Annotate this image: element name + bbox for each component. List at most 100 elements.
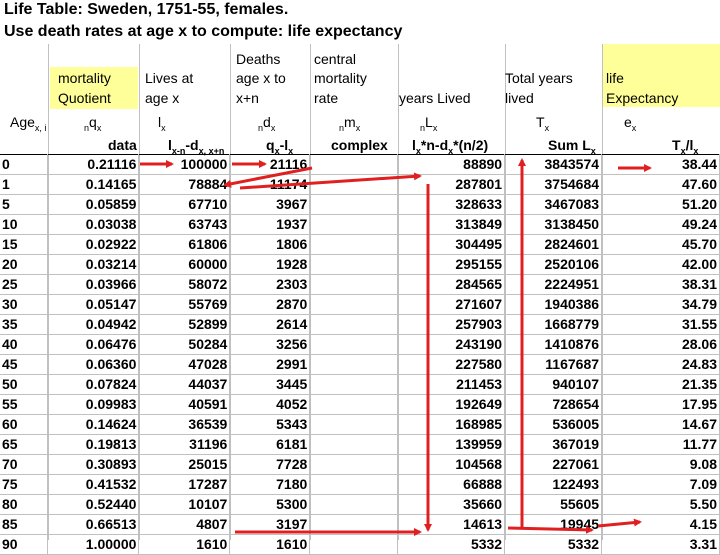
cell-d: 3445	[229, 374, 311, 395]
cell-q: 0.21116	[47, 154, 140, 175]
symbol-e: ex	[624, 114, 637, 133]
cell-l: 25015	[138, 454, 231, 475]
cell-d: 7728	[229, 454, 311, 475]
cell-age: 75	[0, 474, 49, 495]
page-subtitle: Use death rates at age x to compute: lif…	[4, 23, 403, 40]
cell-q: 0.66513	[47, 514, 140, 535]
cell-d: 5343	[229, 414, 311, 435]
cell-l: 55769	[138, 294, 231, 315]
cell-m	[309, 434, 399, 455]
cell-T: 2224951	[504, 274, 603, 295]
symbol-age: Agex, i	[10, 114, 47, 133]
cell-e: 49.24	[601, 214, 720, 235]
cell-L: 211453	[397, 374, 506, 395]
cell-T: 122493	[504, 474, 603, 495]
cell-m	[309, 194, 399, 215]
cell-m	[309, 534, 399, 555]
cell-l: 44037	[138, 374, 231, 395]
table-row: 80 0.52440 10107 5300 35660 55605 5.50	[0, 494, 720, 515]
table-row: 10 0.03038 63743 1937 313849 3138450 49.24	[0, 214, 720, 235]
table-row: 1 0.14165 78884 11174 287801 3754684 47.60	[0, 174, 720, 195]
cell-e: 38.31	[601, 274, 720, 295]
cell-d: 1928	[229, 254, 311, 275]
symbol-l: lx	[158, 114, 166, 133]
cell-m	[309, 514, 399, 535]
cell-d: 1806	[229, 234, 311, 255]
cell-e: 9.08	[601, 454, 720, 475]
cell-l: 10107	[138, 494, 231, 515]
cell-e: 4.15	[601, 514, 720, 535]
symbol-L: nLx	[420, 114, 438, 133]
table-row: 25 0.03966 58072 2303 284565 2224951 38.31	[0, 274, 720, 295]
table-row: 20 0.03214 60000 1928 295155 2520106 42.00	[0, 254, 720, 275]
cell-q: 0.05859	[47, 194, 140, 215]
cell-L: 35660	[397, 494, 506, 515]
table-row: 55 0.09983 40591 4052 192649 728654 17.95	[0, 394, 720, 415]
cell-age: 70	[0, 454, 49, 475]
cell-age: 60	[0, 414, 49, 435]
cell-age: 10	[0, 214, 49, 235]
cell-q: 0.04942	[47, 314, 140, 335]
cell-e: 5.50	[601, 494, 720, 515]
cell-L: 313849	[397, 214, 506, 235]
cell-d: 3967	[229, 194, 311, 215]
cell-q: 1.00000	[47, 534, 140, 555]
cell-d: 6181	[229, 434, 311, 455]
table-row: 0 0.21116 100000 21116 88890 3843574 38.44	[0, 154, 720, 175]
cell-q: 0.07824	[47, 374, 140, 395]
formula-complex: complex	[331, 137, 388, 153]
cell-T: 2520106	[504, 254, 603, 275]
cell-l: 61806	[138, 234, 231, 255]
cell-e: 11.77	[601, 434, 720, 455]
header-lives-at: Lives at	[145, 70, 194, 86]
header-expectancy: Expectancy	[606, 90, 679, 106]
cell-d: 11174	[229, 174, 311, 195]
cell-L: 295155	[397, 254, 506, 275]
header-years-lived: years Lived	[399, 90, 471, 106]
cell-age: 45	[0, 354, 49, 375]
table-row: 65 0.19813 31196 6181 139959 367019 11.77	[0, 434, 720, 455]
cell-m	[309, 454, 399, 475]
cell-q: 0.06360	[47, 354, 140, 375]
cell-e: 47.60	[601, 174, 720, 195]
cell-q: 0.06476	[47, 334, 140, 355]
cell-T: 1410876	[504, 334, 603, 355]
cell-age: 85	[0, 514, 49, 535]
cell-l: 58072	[138, 274, 231, 295]
cell-l: 52899	[138, 314, 231, 335]
header-quotient: Quotient	[58, 90, 111, 106]
symbol-q: nqx	[84, 114, 102, 133]
cell-L: 304495	[397, 234, 506, 255]
cell-e: 51.20	[601, 194, 720, 215]
cell-m	[309, 234, 399, 255]
cell-d: 2614	[229, 314, 311, 335]
life-expectancy-highlight	[603, 44, 720, 107]
formula-data: data	[108, 137, 137, 153]
cell-T: 5332	[504, 534, 603, 555]
cell-T: 728654	[504, 394, 603, 415]
cell-age: 25	[0, 274, 49, 295]
cell-L: 257903	[397, 314, 506, 335]
cell-L: 287801	[397, 174, 506, 195]
cell-l: 100000	[138, 154, 231, 175]
cell-T: 227061	[504, 454, 603, 475]
formula-l: lx-n-dx, x+n	[168, 137, 225, 156]
cell-e: 14.67	[601, 414, 720, 435]
header-lived: lived	[505, 90, 534, 106]
header-mortality: mortality	[58, 70, 111, 86]
cell-m	[309, 294, 399, 315]
table-row: 50 0.07824 44037 3445 211453 940107 21.35	[0, 374, 720, 395]
cell-q: 0.30893	[47, 454, 140, 475]
header-mortality2: mortality	[314, 70, 367, 86]
table-row: 30 0.05147 55769 2870 271607 1940386 34.79	[0, 294, 720, 315]
cell-m	[309, 274, 399, 295]
cell-l: 50284	[138, 334, 231, 355]
cell-q: 0.14624	[47, 414, 140, 435]
cell-d: 21116	[229, 154, 311, 175]
header-central: central	[314, 51, 357, 67]
life-table: 0 0.21116 100000 21116 88890 3843574 38.44 1 0.1…	[0, 154, 720, 555]
cell-e: 28.06	[601, 334, 720, 355]
cell-l: 1610	[138, 534, 231, 555]
cell-e: 31.55	[601, 314, 720, 335]
cell-T: 3138450	[504, 214, 603, 235]
